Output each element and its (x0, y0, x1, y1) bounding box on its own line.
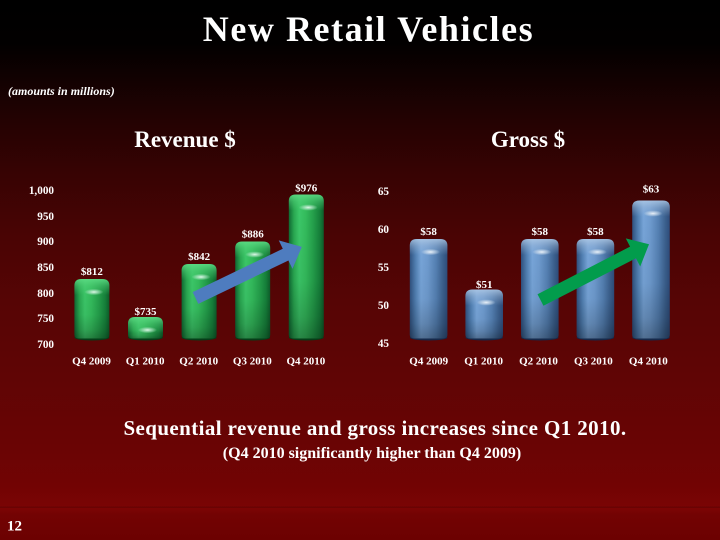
svg-text:12: 12 (7, 519, 22, 535)
svg-text:900: 900 (37, 236, 54, 248)
svg-text:$58: $58 (420, 226, 437, 238)
svg-text:800: 800 (37, 288, 54, 300)
svg-text:$58: $58 (587, 226, 604, 238)
svg-text:Revenue $: Revenue $ (134, 127, 236, 152)
svg-text:$735: $735 (135, 306, 158, 318)
svg-text:Q2 2010: Q2 2010 (519, 355, 558, 367)
svg-text:Q1 2010: Q1 2010 (464, 355, 503, 367)
svg-text:(amounts in millions): (amounts in millions) (8, 84, 115, 98)
svg-text:700: 700 (37, 339, 54, 351)
svg-text:950: 950 (37, 211, 54, 223)
svg-text:750: 750 (37, 313, 54, 325)
svg-text:65: 65 (378, 186, 390, 198)
svg-text:Gross $: Gross $ (491, 127, 565, 152)
svg-text:Sequential revenue and gross i: Sequential revenue and gross increases s… (123, 416, 626, 440)
svg-text:$51: $51 (476, 279, 493, 291)
svg-text:50: 50 (378, 300, 390, 312)
svg-text:1,000: 1,000 (29, 185, 55, 197)
svg-text:Q4 2010: Q4 2010 (286, 355, 325, 367)
svg-text:Q4 2009: Q4 2009 (409, 355, 448, 367)
svg-text:45: 45 (378, 338, 390, 350)
svg-text:$63: $63 (643, 184, 660, 196)
svg-text:Q4 2010: Q4 2010 (629, 355, 668, 367)
svg-text:$886: $886 (242, 229, 265, 241)
svg-text:$976: $976 (295, 183, 318, 195)
svg-text:850: 850 (37, 262, 54, 274)
svg-text:Q3 2010: Q3 2010 (233, 355, 272, 367)
svg-text:$58: $58 (532, 226, 549, 238)
svg-text:$812: $812 (81, 266, 104, 278)
svg-text:$842: $842 (188, 251, 211, 263)
svg-text:Q2 2010: Q2 2010 (179, 355, 218, 367)
svg-text:(Q4 2010 significantly higher: (Q4 2010 significantly higher than Q4 20… (223, 445, 521, 462)
svg-text:Q4 2009: Q4 2009 (72, 355, 111, 367)
svg-text:Q3 2010: Q3 2010 (574, 355, 613, 367)
svg-text:New Retail Vehicles: New Retail Vehicles (203, 9, 534, 49)
svg-text:55: 55 (378, 262, 390, 274)
svg-text:Q1 2010: Q1 2010 (126, 355, 165, 367)
svg-text:60: 60 (378, 224, 390, 236)
